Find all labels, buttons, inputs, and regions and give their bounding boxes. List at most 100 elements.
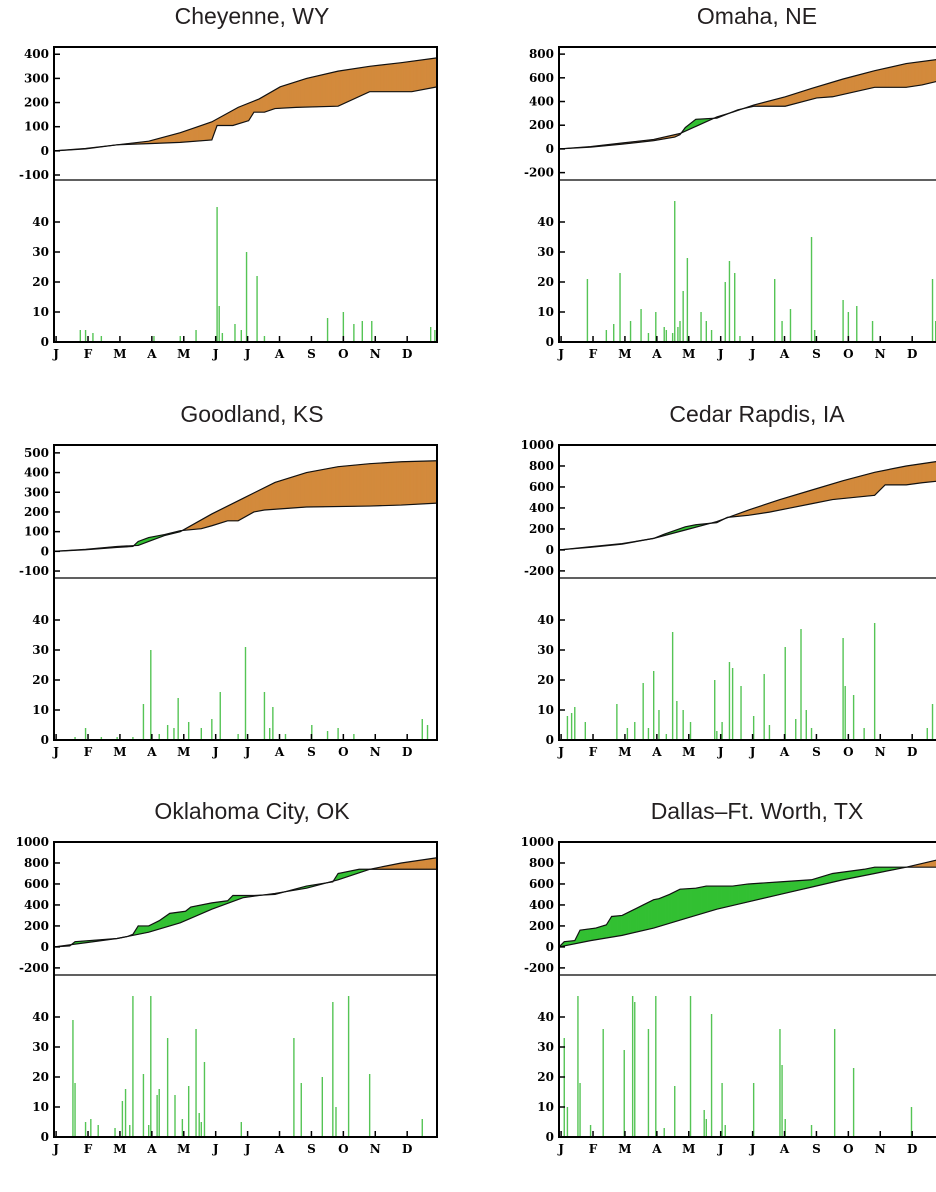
month-label: J [212,347,219,361]
y-tick-label: 200 [529,919,554,933]
y-tick-label: -100 [19,564,49,578]
series-line-b [558,80,936,150]
month-label: M [682,347,695,361]
y-tick-label: 20 [32,1070,49,1084]
series-line-a [53,460,438,552]
month-label: N [875,745,886,759]
month-label: M [113,1142,126,1156]
month-label: J [557,347,564,361]
month-label: M [618,347,631,361]
month-label: M [113,745,126,759]
chart-title: Omaha, NE [696,3,818,29]
y-tick-label: 200 [24,505,49,519]
month-label: A [779,1142,790,1156]
chart-panel-cedar-rapids: Cedar Rapdis, IA 1000 800 600 400 200 0 -200 40… [505,398,936,795]
month-label: S [812,745,821,759]
y-tick-label: 0 [41,335,49,349]
y-tick-label: 30 [32,245,49,259]
month-label: A [146,347,157,361]
y-tick-label: 30 [32,1040,49,1054]
month-label: D [402,745,412,759]
month-label: D [402,347,412,361]
month-label: J [212,745,219,759]
y-tick-label: 0 [41,1130,49,1144]
y-tick-label: 200 [24,919,49,933]
month-label: J [717,347,724,361]
y-tick-label: -200 [524,166,554,180]
y-tick-label: 800 [529,459,554,473]
month-label: J [557,1142,564,1156]
plot-frame [53,444,438,741]
y-tick-label: 10 [537,305,554,319]
series-line-b [53,502,438,552]
y-tick-label: 40 [32,613,49,627]
month-label: O [843,1142,853,1156]
y-tick-label: 600 [529,480,554,494]
y-tick-label: 20 [32,275,49,289]
month-label: F [84,347,93,361]
y-tick-label: -200 [524,961,554,975]
month-label: A [146,1142,157,1156]
series-line-b [558,866,936,948]
month-label: O [338,1142,348,1156]
month-label: J [244,745,251,759]
y-tick-label: 10 [32,305,49,319]
month-label: J [244,1142,251,1156]
month-label: J [557,745,564,759]
y-tick-label: -200 [19,961,49,975]
month-label: F [84,745,93,759]
month-label: J [52,745,59,759]
month-label: S [307,1142,316,1156]
month-label: A [779,745,790,759]
series-line-b [53,86,438,152]
series-line-b [53,868,437,948]
month-label: J [52,347,59,361]
y-tick-label: 400 [529,501,554,515]
y-tick-label: 30 [537,1040,554,1054]
month-label: D [907,1142,917,1156]
y-tick-label: 400 [529,898,554,912]
month-label: S [307,745,316,759]
y-tick-label: 0 [41,733,49,747]
month-label: N [370,1142,381,1156]
month-label: M [682,1142,695,1156]
month-label: A [274,745,285,759]
y-tick-label: 400 [24,466,49,480]
y-tick-label: 0 [546,940,554,954]
month-label: A [779,347,790,361]
y-tick-label: 0 [546,142,554,156]
month-label: J [749,745,756,759]
y-tick-label: 0 [546,543,554,557]
plot-frame [53,841,438,1138]
series-line-a [558,859,936,948]
y-tick-label: 10 [537,1100,554,1114]
month-label: M [177,347,190,361]
month-label: N [370,745,381,759]
month-label: F [84,1142,93,1156]
y-tick-label: 20 [537,275,554,289]
y-tick-label: 30 [537,643,554,657]
y-tick-label: 600 [529,877,554,891]
y-tick-label: 0 [41,940,49,954]
y-tick-label: 400 [24,47,49,61]
chart-title: Goodland, KS [180,401,324,427]
y-tick-label: 100 [24,120,49,134]
chart-title: Cheyenne, WY [174,3,330,29]
y-tick-label: 0 [546,335,554,349]
month-label: N [370,347,381,361]
y-tick-label: 800 [24,856,49,870]
y-tick-label: 400 [529,95,554,109]
month-label: A [651,745,662,759]
month-label: J [244,347,251,361]
y-tick-label: -100 [19,168,49,182]
y-tick-label: 40 [537,613,554,627]
chart-panel-cheyenne: Cheyenne, WY 400 300 200 100 0 -100 40 30 20 10 0 J… [0,0,468,397]
y-tick-label: 1000 [521,438,554,452]
chart-panel-oklahoma-city: Oklahoma City, OK 1000 800 600 400 200 0 -200 4… [0,795,468,1192]
y-tick-label: 100 [24,525,49,539]
